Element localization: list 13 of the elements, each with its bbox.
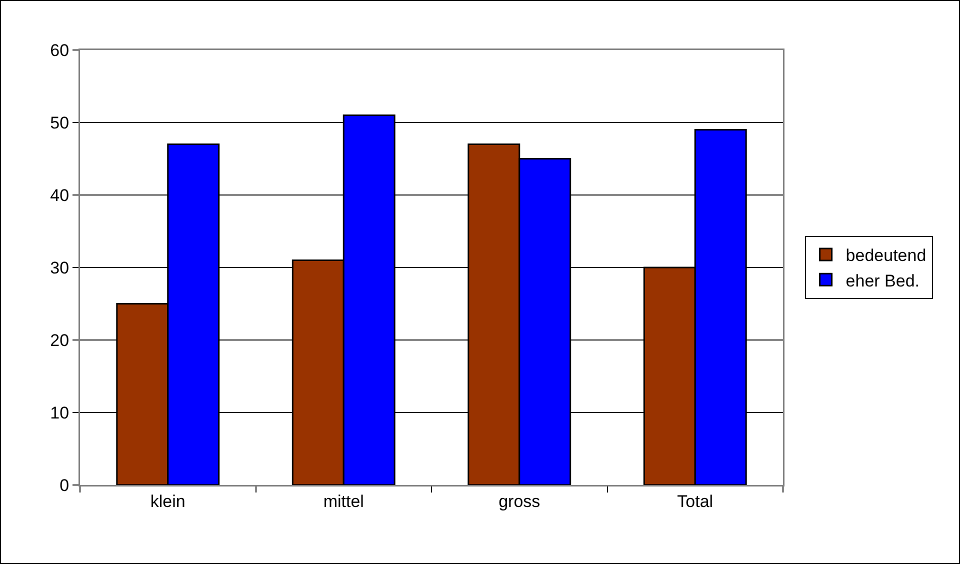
x-tick-label: Total: [677, 492, 714, 511]
x-tick-label: gross: [498, 492, 540, 511]
x-tick-label: klein: [150, 492, 186, 511]
legend-label: eher Bed.: [846, 271, 920, 290]
y-tick-label: 20: [50, 330, 70, 350]
legend-label: bedeutend: [846, 246, 926, 266]
y-tick-label: 60: [50, 40, 70, 60]
y-tick-label: 10: [50, 403, 70, 422]
x-tick-label: mittel: [323, 492, 364, 511]
y-tick-label: 40: [50, 186, 70, 205]
y-tick-label: 0: [60, 476, 70, 495]
y-tick-label: 50: [50, 113, 70, 132]
y-tick-label: 30: [50, 258, 70, 278]
